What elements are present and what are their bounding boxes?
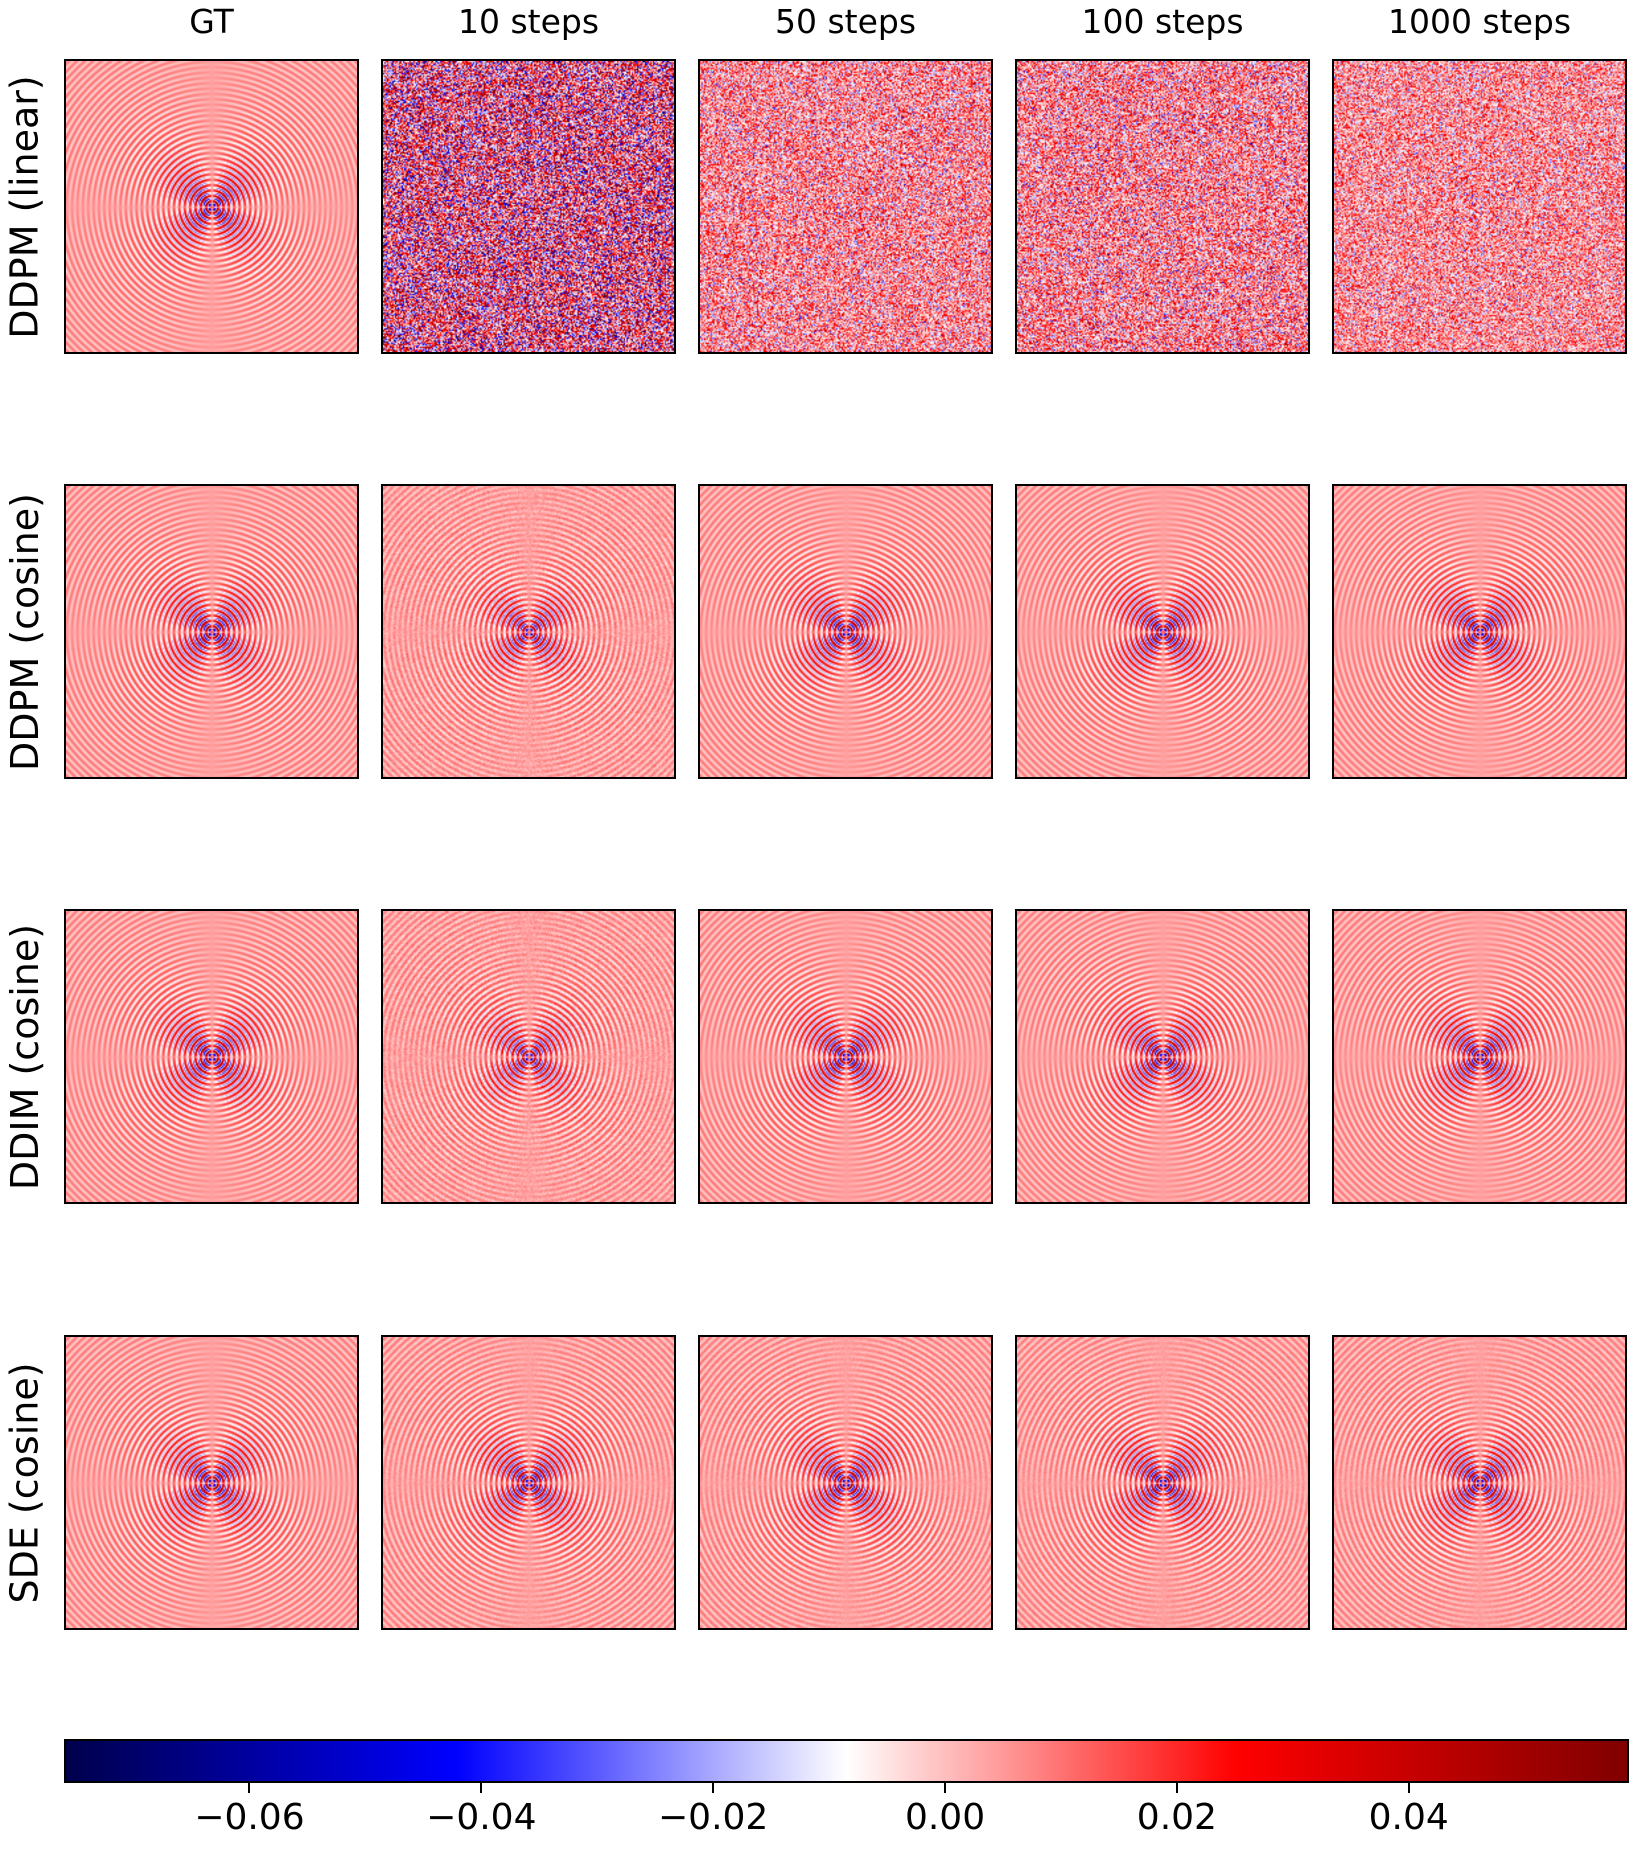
heatmap-image-r2-c0 <box>66 911 357 1202</box>
heatmap-image-r3-c4 <box>1334 1337 1625 1628</box>
row-label-text-2: DDIM (cosine) <box>3 923 47 1190</box>
heatmap-panel-r0-c1 <box>381 59 676 354</box>
row-label-text-1: DDPM (cosine) <box>3 492 48 771</box>
heatmap-panel-r2-c4 <box>1332 909 1627 1204</box>
heatmap-panel-r2-c0 <box>64 909 359 1204</box>
colorbar-tick-3 <box>944 1783 947 1793</box>
column-title-0: GT <box>189 2 234 41</box>
colorbar-tick-4 <box>1175 1783 1178 1793</box>
colorbar-tick-label-1: −0.04 <box>426 1797 537 1838</box>
heatmap-image-r1-c4 <box>1334 486 1625 777</box>
colorbar-tick-1 <box>480 1783 483 1793</box>
heatmap-panel-r3-c3 <box>1015 1335 1310 1630</box>
heatmap-panel-r1-c0 <box>64 484 359 779</box>
heatmap-image-r3-c1 <box>383 1337 674 1628</box>
row-label-0: DDPM (linear) <box>2 59 48 354</box>
colorbar-tick-0 <box>248 1783 251 1793</box>
heatmap-panel-r0-c3 <box>1015 59 1310 354</box>
heatmap-image-r1-c0 <box>66 486 357 777</box>
heatmap-image-r0-c1 <box>383 61 674 352</box>
colorbar-tick-2 <box>712 1783 715 1793</box>
heatmap-image-r3-c3 <box>1017 1337 1308 1628</box>
row-label-text-3: SDE (cosine) <box>3 1361 47 1604</box>
column-title-2: 50 steps <box>774 2 917 41</box>
heatmap-image-r0-c4 <box>1334 61 1625 352</box>
heatmap-panel-r3-c0 <box>64 1335 359 1630</box>
heatmap-panel-r1-c3 <box>1015 484 1310 779</box>
heatmap-image-r2-c1 <box>383 911 674 1202</box>
heatmap-image-r0-c2 <box>700 61 991 352</box>
heatmap-panel-r3-c2 <box>698 1335 993 1630</box>
heatmap-image-r2-c2 <box>700 911 991 1202</box>
heatmap-image-r3-c0 <box>66 1337 357 1628</box>
heatmap-image-r3-c2 <box>700 1337 991 1628</box>
row-label-1: DDPM (cosine) <box>2 484 48 779</box>
heatmap-panel-r0-c4 <box>1332 59 1627 354</box>
heatmap-image-r0-c3 <box>1017 61 1308 352</box>
heatmap-image-r2-c3 <box>1017 911 1308 1202</box>
heatmap-panel-r2-c1 <box>381 909 676 1204</box>
row-label-3: SDE (cosine) <box>2 1335 48 1630</box>
column-title-3: 100 steps <box>1081 2 1244 41</box>
colorbar-tick-label-0: −0.06 <box>194 1797 305 1838</box>
heatmap-panel-r0-c0 <box>64 59 359 354</box>
colorbar-tick-label-5: 0.04 <box>1368 1797 1449 1838</box>
column-title-1: 10 steps <box>457 2 600 41</box>
heatmap-image-r1-c1 <box>383 486 674 777</box>
row-label-2: DDIM (cosine) <box>2 909 48 1204</box>
heatmap-image-r1-c3 <box>1017 486 1308 777</box>
heatmap-image-r0-c0 <box>66 61 357 352</box>
row-label-text-0: DDPM (linear) <box>3 74 48 339</box>
heatmap-panel-r3-c1 <box>381 1335 676 1630</box>
heatmap-panel-r0-c2 <box>698 59 993 354</box>
heatmap-panel-r3-c4 <box>1332 1335 1627 1630</box>
colorbar-tick-5 <box>1407 1783 1410 1793</box>
heatmap-panel-r2-c3 <box>1015 909 1310 1204</box>
colorbar-tick-label-3: 0.00 <box>904 1797 986 1838</box>
column-title-4: 1000 steps <box>1387 2 1572 41</box>
heatmap-panel-r1-c1 <box>381 484 676 779</box>
colorbar <box>64 1739 1629 1783</box>
heatmap-panel-r1-c4 <box>1332 484 1627 779</box>
colorbar-tick-label-2: −0.02 <box>658 1797 769 1838</box>
heatmap-panel-r1-c2 <box>698 484 993 779</box>
colorbar-tick-label-4: 0.02 <box>1136 1797 1217 1838</box>
heatmap-image-r1-c2 <box>700 486 991 777</box>
heatmap-image-r2-c4 <box>1334 911 1625 1202</box>
heatmap-panel-r2-c2 <box>698 909 993 1204</box>
